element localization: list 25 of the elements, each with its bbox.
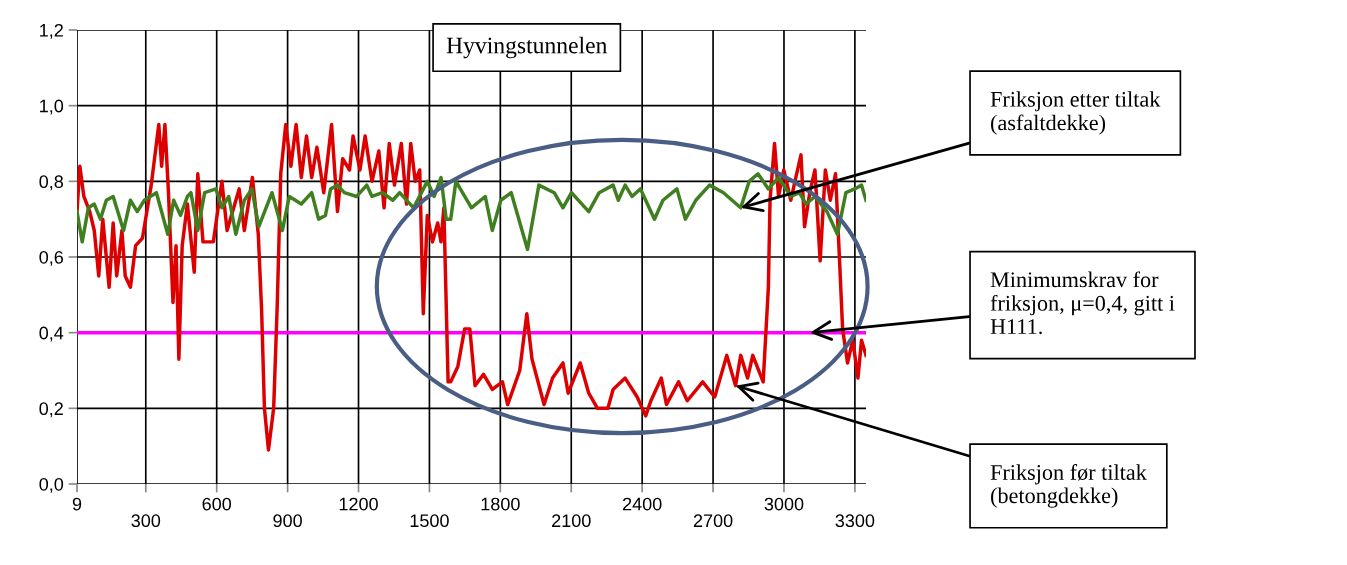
y-tick-label: 0,6 — [39, 250, 64, 266]
x2-tick-label: 1500 — [410, 514, 449, 528]
x-tick-label: 1200 — [339, 497, 378, 511]
annotation: Minimumskrav for friksjon, μ=0,4, gitt i H111. — [990, 271, 1175, 335]
x-tick-label: 3000 — [764, 497, 804, 511]
x-tick-label: 2400 — [622, 497, 662, 511]
line-series — [77, 122, 866, 452]
x-tick-label: 1800 — [481, 497, 520, 511]
annotation: Friksjon før tiltak (betongdekke) — [990, 464, 1147, 508]
x2-tick-label: 900 — [273, 514, 302, 528]
chart-title: Hyvingstunnelen — [446, 36, 608, 59]
y-tick-label: 1,2 — [40, 23, 63, 39]
line-series — [77, 172, 866, 252]
annotation: Friksjon etter tiltak (asfaltdekke) — [990, 91, 1161, 135]
x2-tick-label: 2100 — [552, 514, 591, 528]
y-tick-label: 0,8 — [39, 175, 64, 191]
x-tick-label: 600 — [202, 497, 232, 511]
x2-tick-label: 2700 — [693, 514, 733, 528]
x2-tick-label: 3300 — [835, 514, 875, 528]
x2-tick-label: 300 — [131, 514, 161, 528]
x-tick-label: 9 — [72, 497, 82, 511]
y-tick-label: 0,2 — [39, 402, 63, 418]
y-tick-label: 0,4 — [39, 326, 64, 342]
y-tick-label: 0,0 — [39, 477, 64, 493]
y-tick-label: 1,0 — [40, 99, 64, 115]
